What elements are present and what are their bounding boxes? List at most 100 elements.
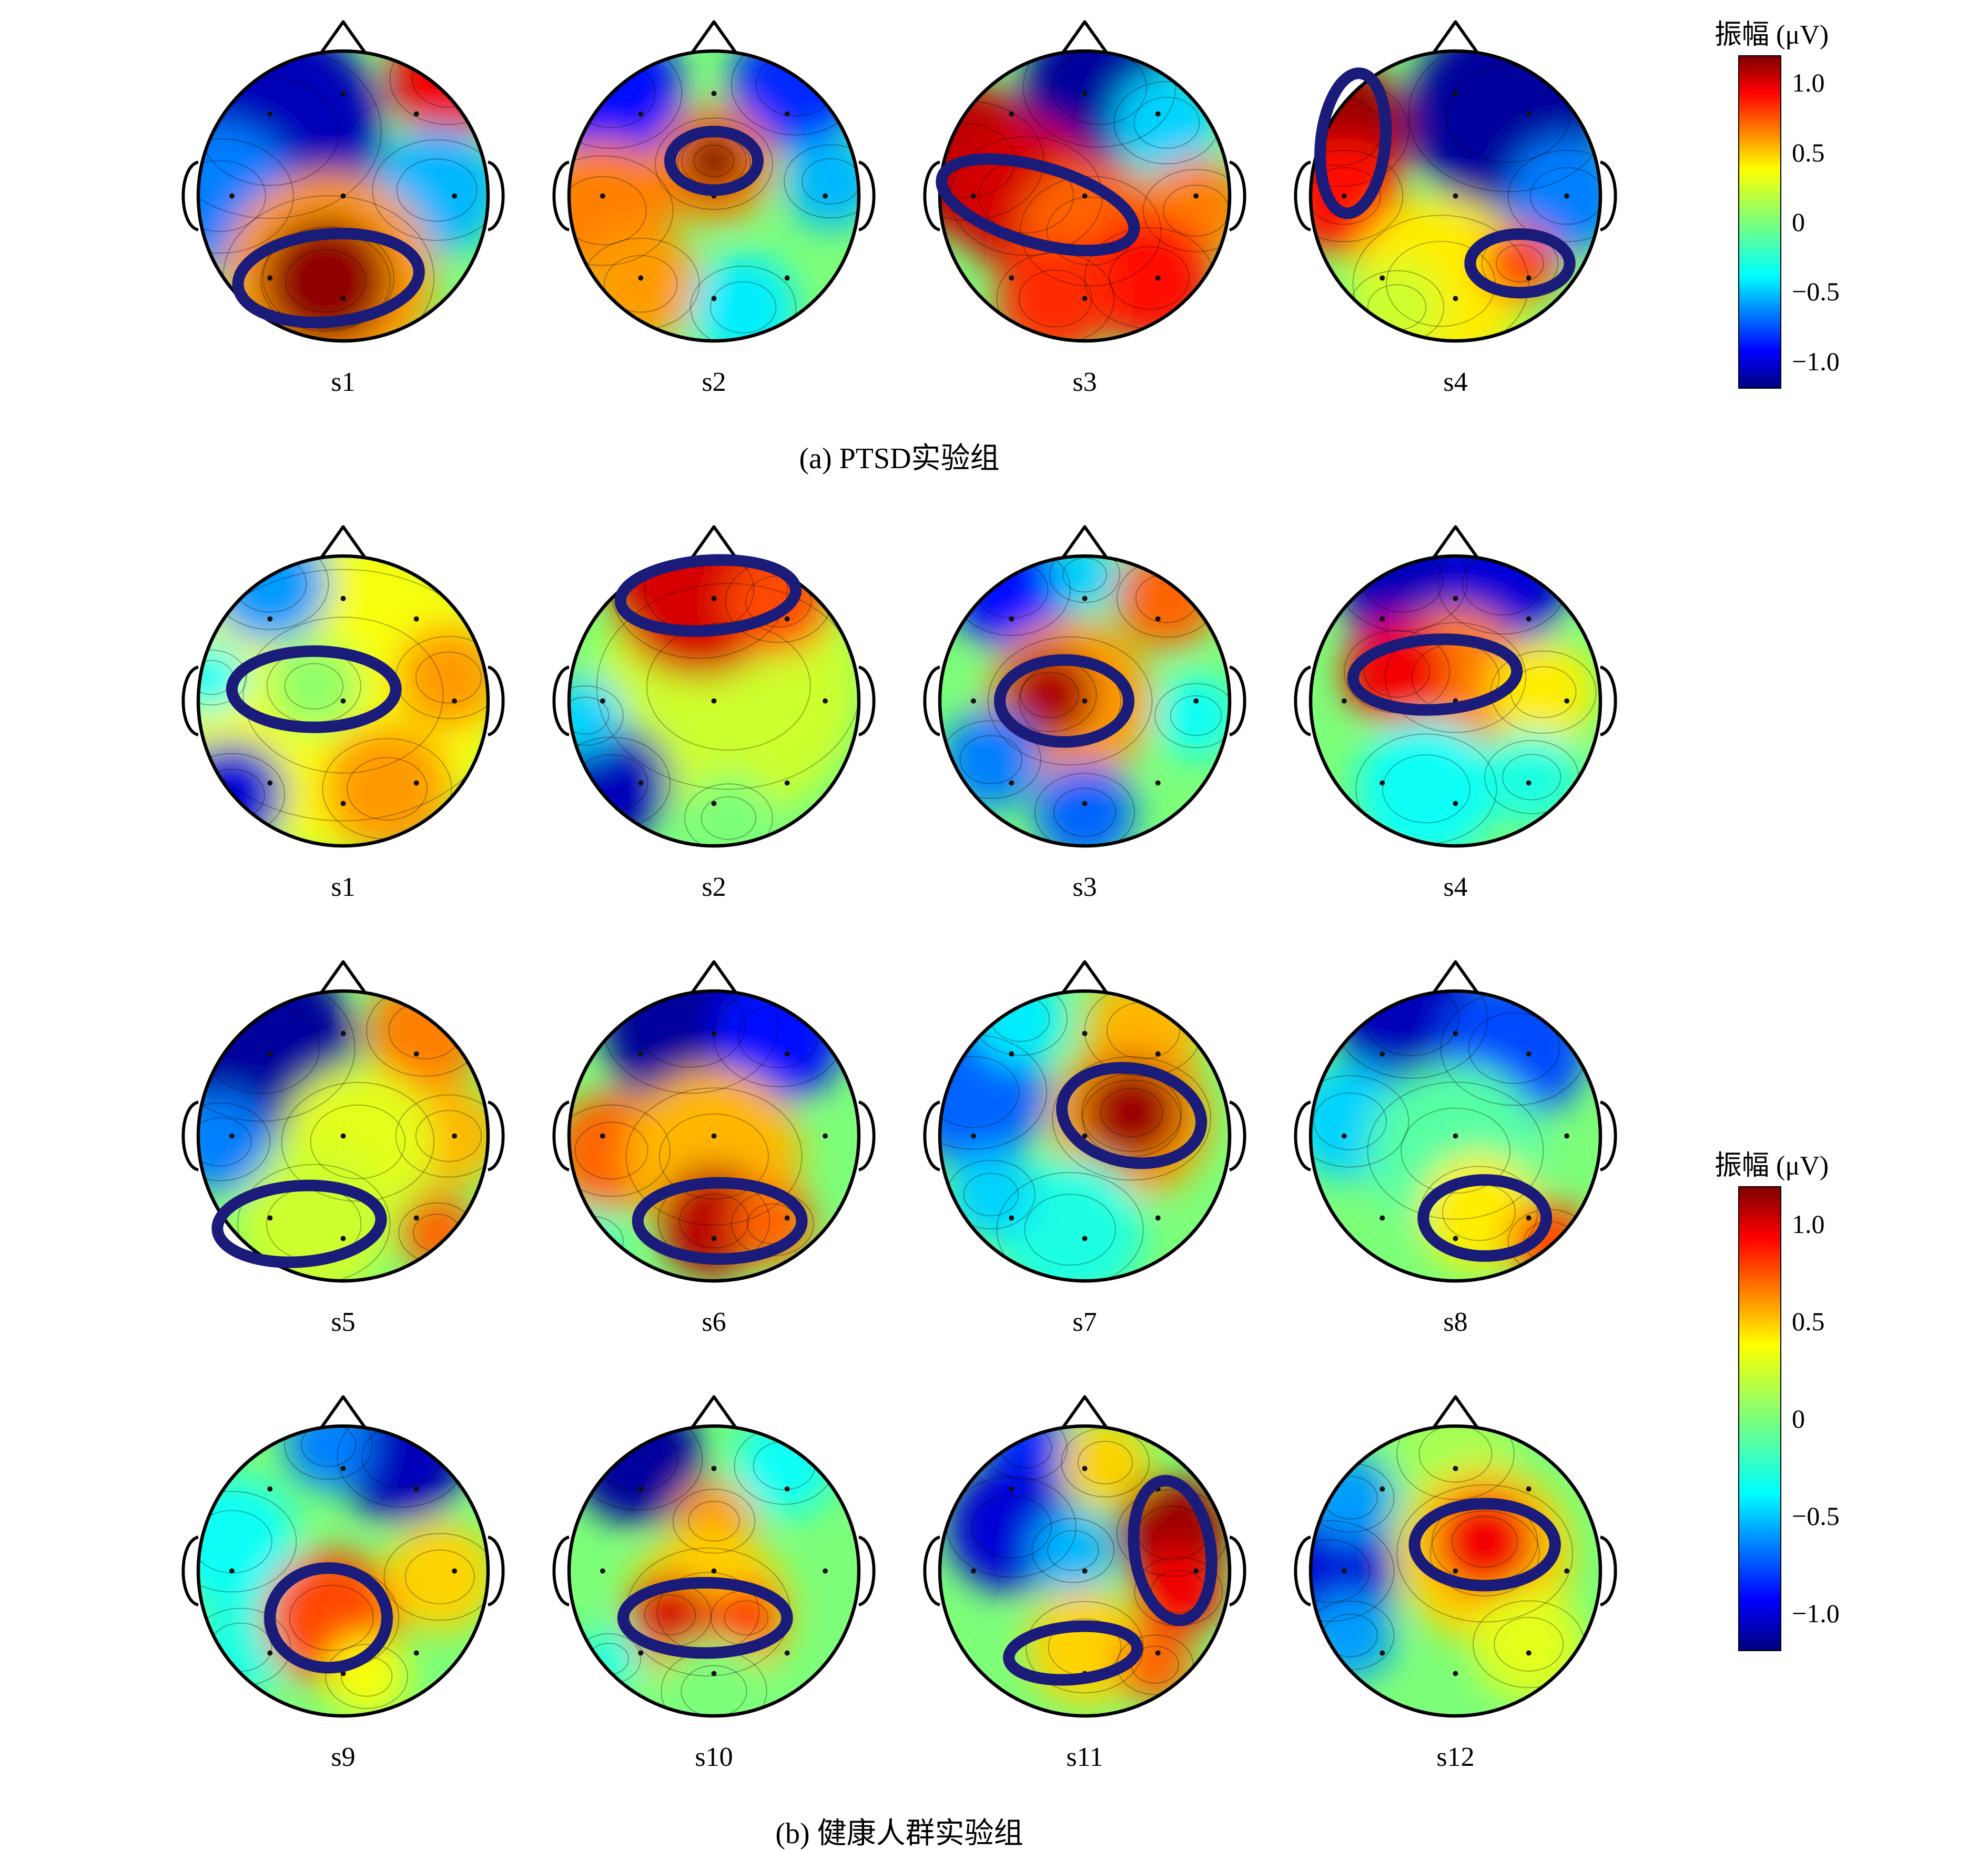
right-ear-icon (1599, 160, 1617, 231)
subject-label: s7 (1072, 1307, 1097, 1337)
subject-label: s10 (695, 1742, 733, 1772)
right-ear-icon (1599, 665, 1617, 736)
colorbar-tick-label: 0 (1792, 1404, 1805, 1433)
nose-icon (316, 525, 371, 565)
nose-icon (1057, 20, 1112, 60)
topomap-row: s5 s6 s7 s8 (174, 948, 1625, 1338)
left-ear-icon (552, 1535, 570, 1606)
right-ear-icon (1599, 1100, 1617, 1171)
subject-label: s3 (1072, 367, 1097, 397)
left-ear-icon (1294, 1535, 1312, 1606)
nose-icon (686, 1395, 742, 1435)
annotation-ellipse (936, 153, 1140, 257)
nose-icon (1428, 20, 1483, 60)
topomap-row: s1 s2 s3 s4 (174, 8, 1625, 398)
left-ear-icon (923, 1100, 941, 1171)
left-ear-icon (181, 665, 199, 736)
subject-label: s1 (331, 367, 356, 397)
left-ear-icon (552, 665, 570, 736)
subject-label: s12 (1436, 1742, 1475, 1772)
panel-healthy-maps: s1 s2 s3 s4 s5 s6 s7 s8 s9 s10 s11 s12 (174, 513, 1625, 1773)
right-ear-icon (858, 160, 876, 231)
topomap-cell-s9: s9 (174, 1383, 513, 1773)
right-ear-icon (1599, 1535, 1617, 1606)
colorbar-top-bar: 1.0 0.5 0 −0.5 −1.0 (1738, 55, 1840, 389)
left-ear-icon (181, 1535, 199, 1606)
annotation-ellipse (1417, 1174, 1553, 1262)
topomap-s3 (923, 20, 1246, 343)
annotation-ellipse (1128, 1474, 1218, 1626)
left-ear-icon (552, 160, 570, 231)
subject-label: s4 (1443, 367, 1468, 397)
topomap-s8 (1294, 960, 1617, 1283)
topomap-s7 (923, 960, 1246, 1283)
topomap-cell-s10: s10 (544, 1383, 884, 1773)
annotation-ellipse (617, 1576, 793, 1659)
left-ear-icon (923, 160, 941, 231)
topomap-s5 (181, 960, 505, 1283)
subject-label: s8 (1443, 1307, 1468, 1337)
annotation-ellipse (1464, 228, 1576, 299)
annotation-ellipse (632, 1177, 808, 1265)
right-ear-icon (858, 1100, 876, 1171)
subject-label: s9 (331, 1742, 356, 1772)
right-ear-icon (1229, 1100, 1246, 1171)
topomap-s10 (552, 1395, 876, 1718)
nose-icon (686, 20, 742, 60)
topomap-s1 (181, 20, 505, 343)
colorbar-top-title: 振幅 (μV) (1715, 20, 1829, 50)
colorbar-tick-label: −0.5 (1792, 1501, 1840, 1531)
annotation-ellipse (994, 654, 1135, 748)
annotation-ellipse (264, 1562, 393, 1674)
colorbar-tick-label: 0.5 (1792, 1307, 1825, 1337)
annotation-ellipse (1347, 633, 1523, 716)
topomap-cell-s3: s3 (915, 513, 1254, 903)
topomap-cell-s12: s12 (1286, 1383, 1625, 1773)
topomap-cell-s2: s2 (544, 8, 884, 398)
topomap-row: s1 s2 s3 s4 (174, 513, 1625, 903)
left-ear-icon (1294, 665, 1312, 736)
topomap-cell-s5: s5 (174, 948, 513, 1338)
topomap-cell-s8: s8 (1286, 948, 1625, 1338)
topomap-s4 (1294, 20, 1617, 343)
panel-healthy-caption: (b) 健康人群实验组 (775, 1817, 1023, 1850)
nose-icon (316, 960, 371, 1000)
annotation-ellipse (232, 227, 425, 329)
right-ear-icon (487, 1535, 505, 1606)
subject-label: s6 (702, 1307, 726, 1337)
nose-icon (1057, 1395, 1112, 1435)
topomap-cell-s1: s1 (174, 8, 513, 398)
annotation-ellipse (211, 1179, 387, 1268)
topomap-cell-s11: s11 (915, 1383, 1254, 1773)
annotation-ellipse (664, 126, 764, 196)
subject-label: s4 (1443, 872, 1468, 902)
left-ear-icon (181, 160, 199, 231)
nose-icon (1057, 960, 1112, 1000)
topomap-cell-s4: s4 (1286, 8, 1625, 398)
topomap-s11 (923, 1395, 1246, 1718)
left-ear-icon (923, 665, 941, 736)
colorbar-bottom-bar: 1.0 0.5 0 −0.5 −1.0 (1738, 1186, 1840, 1651)
annotation-ellipse (226, 645, 402, 733)
topomap-cell-s3: s3 (915, 8, 1254, 398)
annotation-ellipse (1003, 1620, 1143, 1686)
left-ear-icon (1294, 1100, 1312, 1171)
colorbar-tick-label: −1.0 (1792, 1598, 1840, 1628)
left-ear-icon (1294, 160, 1312, 231)
nose-icon (316, 20, 371, 60)
colorbar-tick-label: −0.5 (1792, 277, 1840, 307)
nose-icon (1057, 525, 1112, 565)
topomap-s2 (552, 20, 876, 343)
right-ear-icon (487, 160, 505, 231)
colorbar-tick-label: 0 (1792, 207, 1805, 237)
topomap-s3 (923, 525, 1246, 848)
annotation-ellipse (1408, 1498, 1561, 1592)
nose-icon (1428, 1395, 1483, 1435)
colorbar-tick-label: 0.5 (1792, 137, 1825, 167)
colorbar-top: 振幅 (μV) 1.0 0.5 0 −0.5 −1.0 (1715, 20, 1840, 389)
right-ear-icon (858, 665, 876, 736)
nose-icon (686, 960, 742, 1000)
topomap-cell-s4: s4 (1286, 513, 1625, 903)
subject-label: s11 (1066, 1742, 1103, 1772)
subject-label: s2 (702, 872, 726, 902)
